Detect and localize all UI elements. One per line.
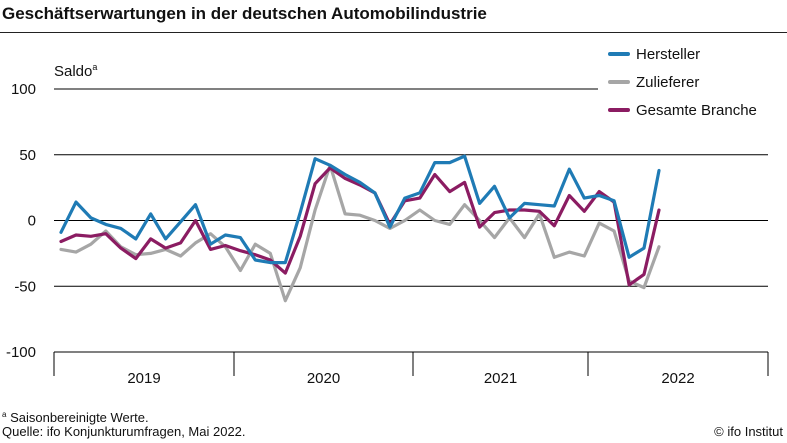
- y-unit-label: Saldoa: [54, 62, 97, 80]
- legend: Hersteller Zulieferer Gesamte Branche: [608, 40, 757, 124]
- series-line-gesamte-branche: [59, 166, 661, 287]
- credit-note: © ifo Institut: [714, 424, 783, 439]
- y-unit-footnote-marker: a: [92, 62, 98, 72]
- chart-title: Geschäftserwartungen in der deutschen Au…: [2, 4, 487, 23]
- series-line-zulieferer: [59, 163, 661, 303]
- y-tick-label: 50: [19, 147, 36, 164]
- legend-label-zulieferer: Zulieferer: [636, 73, 700, 91]
- y-tick-label: -100: [6, 344, 36, 361]
- footnote: a Saisonbereinigte Werte.: [2, 406, 149, 427]
- footnote-marker: a: [2, 410, 7, 419]
- x-tick-label: 2022: [661, 370, 694, 387]
- legend-item-zulieferer: Zulieferer: [608, 68, 757, 96]
- legend-swatch-hersteller: [608, 52, 630, 56]
- legend-swatch-zulieferer: [608, 80, 630, 84]
- y-tick-label: -50: [14, 278, 36, 295]
- series-line-hersteller: [59, 154, 661, 265]
- y-unit-text: Saldo: [54, 63, 93, 80]
- legend-label-gesamt: Gesamte Branche: [636, 101, 757, 119]
- legend-label-hersteller: Hersteller: [636, 45, 701, 63]
- y-tick-label: 0: [28, 213, 36, 230]
- title-rule: [0, 32, 787, 33]
- y-tick-label: 100: [11, 81, 36, 98]
- legend-swatch-gesamt: [608, 108, 630, 112]
- legend-item-hersteller: Hersteller: [608, 40, 757, 68]
- x-tick-label: 2021: [484, 370, 517, 387]
- x-tick-label: 2020: [307, 370, 340, 387]
- source-note: Quelle: ifo Konjunkturumfragen, Mai 2022…: [2, 424, 246, 439]
- footnote-text: Saisonbereinigte Werte.: [6, 410, 149, 425]
- legend-item-gesamt: Gesamte Branche: [608, 96, 757, 124]
- x-tick-label: 2019: [127, 370, 160, 387]
